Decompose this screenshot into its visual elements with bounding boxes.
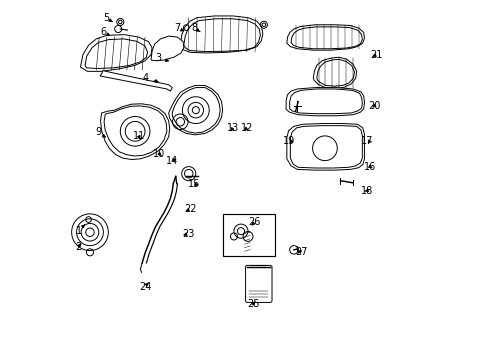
Text: 1: 1 (76, 225, 84, 236)
Text: 21: 21 (370, 50, 382, 60)
Polygon shape (285, 87, 364, 116)
Text: 17: 17 (360, 136, 373, 146)
Text: 2: 2 (75, 242, 81, 252)
Polygon shape (168, 85, 222, 135)
Text: 19: 19 (282, 136, 294, 146)
Polygon shape (151, 36, 183, 61)
Polygon shape (313, 57, 356, 88)
Text: 7: 7 (174, 23, 183, 33)
Text: 24: 24 (139, 282, 151, 292)
Text: 20: 20 (367, 101, 380, 111)
Text: 11: 11 (132, 131, 144, 141)
Text: 23: 23 (182, 229, 195, 239)
Text: 16: 16 (363, 162, 375, 172)
Polygon shape (180, 16, 263, 53)
Text: 14: 14 (166, 156, 178, 166)
Text: 15: 15 (188, 179, 200, 189)
Text: 25: 25 (246, 299, 259, 309)
Polygon shape (81, 35, 152, 71)
Text: 6: 6 (100, 27, 109, 37)
Text: 10: 10 (153, 149, 165, 158)
Text: 8: 8 (191, 23, 200, 33)
Text: 9: 9 (95, 127, 105, 138)
Polygon shape (101, 104, 169, 159)
Polygon shape (286, 25, 364, 50)
Text: 12: 12 (241, 123, 253, 133)
Text: 18: 18 (361, 186, 373, 195)
Text: 4: 4 (142, 73, 158, 83)
Text: 27: 27 (295, 247, 307, 257)
FancyBboxPatch shape (245, 265, 271, 302)
Text: 13: 13 (226, 123, 239, 133)
Text: 22: 22 (184, 204, 197, 214)
Text: 26: 26 (248, 217, 260, 227)
Polygon shape (100, 71, 172, 91)
Polygon shape (286, 123, 364, 170)
Bar (222, 214, 274, 256)
Text: 3: 3 (155, 53, 168, 63)
Text: 5: 5 (103, 13, 112, 23)
